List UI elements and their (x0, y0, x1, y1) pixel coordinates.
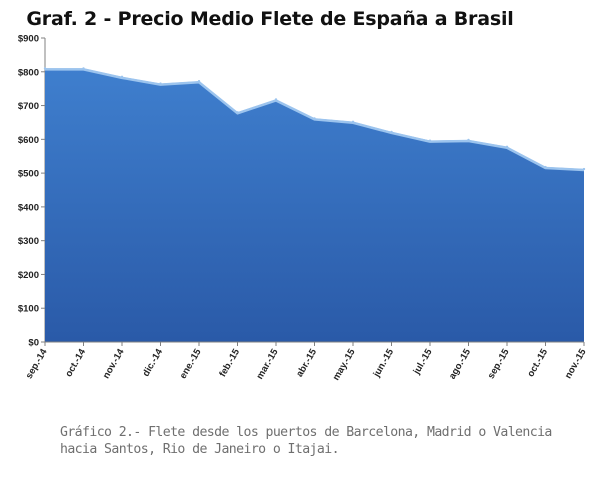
chart-title: Graf. 2 - Precio Medio Flete de España a… (26, 8, 514, 30)
figure-caption: Gráfico 2.- Flete desde los puertos de B… (60, 425, 552, 457)
y-tick-label: $300 (18, 236, 39, 247)
x-tick-label: ene.-15 (178, 346, 204, 380)
data-point (428, 139, 432, 142)
data-point (274, 98, 278, 101)
data-point (197, 80, 201, 83)
x-tick-label: nov.-14 (101, 346, 127, 380)
x-tick-label: oct.-14 (63, 346, 88, 379)
data-point (544, 165, 547, 169)
x-tick-label: feb.-15 (217, 346, 242, 379)
x-tick-label: abr.-15 (294, 346, 319, 379)
x-tick-label: sep.-15 (486, 346, 512, 380)
y-tick-label: $500 (18, 169, 39, 180)
data-point (582, 167, 586, 171)
data-point (313, 117, 316, 120)
data-point (505, 145, 509, 148)
y-axis: $0 $100 $200 $300 $400 $500 $600 $700 $800 $900 (18, 34, 46, 349)
x-axis: sep.-14 oct.-14 nov.-14 dic.-14 ene.-15 feb.-… (24, 341, 589, 383)
y-tick-label: $900 (18, 34, 39, 45)
y-tick-label: $200 (18, 270, 39, 281)
data-point (390, 130, 393, 134)
x-tick-label: oct.-15 (525, 346, 550, 379)
data-point (120, 75, 124, 79)
x-tick-label: may.-15 (331, 346, 358, 382)
area-fill (45, 68, 584, 343)
x-tick-label: jun.-15 (371, 346, 397, 380)
area-chart: $0 $100 $200 $300 $400 $500 $600 $700 $800 $900 s… (18, 34, 589, 383)
x-tick-label: ago.-15 (447, 346, 474, 381)
data-point (159, 82, 162, 85)
y-tick-label: $400 (18, 202, 39, 213)
data-point (82, 67, 85, 70)
y-tick-label: $800 (18, 67, 39, 78)
data-point (467, 138, 470, 142)
y-tick-label: $700 (18, 101, 39, 112)
x-tick-label: jul.-15 (411, 346, 435, 377)
y-tick-label: $600 (18, 135, 39, 146)
x-tick-label: dic.-14 (141, 346, 166, 378)
x-tick-label: mar.-15 (254, 346, 281, 381)
data-point (236, 111, 239, 114)
x-tick-label: nov.-15 (563, 346, 589, 380)
data-point (351, 120, 355, 123)
y-tick-label: $100 (18, 304, 39, 315)
area-series (43, 67, 586, 343)
data-point (43, 67, 47, 70)
y-tick-label: $0 (28, 338, 39, 349)
x-tick-label: sep.-14 (24, 346, 50, 380)
